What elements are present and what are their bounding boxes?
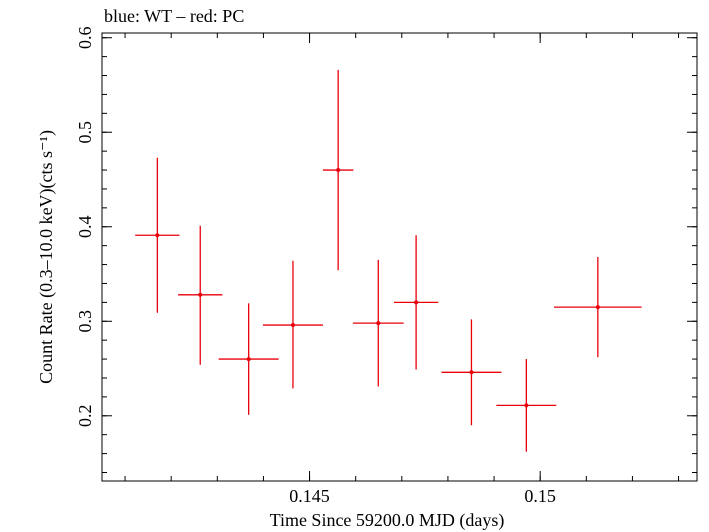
point-marker xyxy=(376,321,381,326)
point-marker xyxy=(414,300,419,305)
data-point xyxy=(554,257,642,358)
x-tick-label: 0.145 xyxy=(289,486,330,506)
data-point xyxy=(322,69,354,271)
data-point xyxy=(178,225,223,365)
point-marker xyxy=(155,233,160,238)
point-marker xyxy=(198,292,203,297)
point-marker xyxy=(595,305,600,310)
axis-ticks: 0.145 0.15 0.2 0.3 0.4 0.5 0.6 xyxy=(75,26,697,506)
chart-title: blue: WT – red: PC xyxy=(104,6,244,26)
y-tick-label: 0.2 xyxy=(75,405,95,428)
data-point xyxy=(262,260,323,389)
data-point xyxy=(393,235,439,370)
point-marker xyxy=(336,168,341,173)
data-point xyxy=(441,319,502,426)
data-point xyxy=(218,303,279,415)
y-tick-label: 0.4 xyxy=(75,216,95,239)
point-marker xyxy=(469,370,474,375)
data-point xyxy=(352,259,404,387)
data-points xyxy=(135,69,642,452)
y-tick-label: 0.5 xyxy=(75,121,95,144)
point-marker xyxy=(524,403,529,408)
point-marker xyxy=(246,357,251,362)
x-axis-label: Time Since 59200.0 MJD (days) xyxy=(270,510,505,531)
x-tick-label: 0.15 xyxy=(524,486,556,506)
data-point xyxy=(496,359,557,452)
y-axis-label: Count Rate (0.3–10.0 keV)(cts s⁻¹) xyxy=(36,130,57,384)
y-tick-label: 0.6 xyxy=(75,26,95,49)
point-marker xyxy=(290,323,295,328)
y-tick-label: 0.3 xyxy=(75,310,95,333)
data-point xyxy=(135,157,180,313)
plot-frame xyxy=(101,32,698,482)
